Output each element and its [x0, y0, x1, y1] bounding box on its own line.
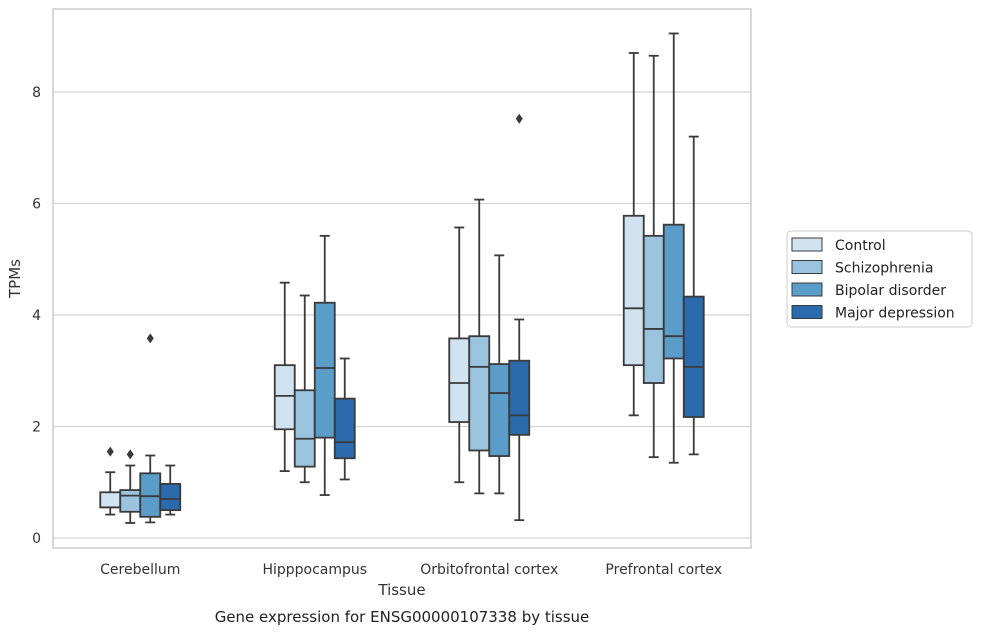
x-tick-label: Hipppocampus	[262, 562, 367, 578]
legend-label: Control	[835, 238, 886, 254]
box-body	[99, 491, 122, 509]
box-0-3	[159, 464, 182, 516]
box-1-2	[313, 234, 336, 496]
box-1-3	[333, 357, 356, 481]
box-3-0	[622, 52, 645, 417]
legend-frame	[786, 230, 973, 328]
box-body	[273, 364, 296, 431]
box-3-3	[682, 135, 705, 456]
box-3-2	[662, 32, 685, 464]
box-body	[508, 359, 531, 436]
legend-label: Schizophrenia	[835, 261, 933, 277]
box-2-3	[508, 113, 531, 522]
x-axis-label: Tissue	[377, 581, 425, 599]
x-tick-label: Prefrontal cortex	[605, 562, 722, 578]
box-body	[642, 234, 665, 384]
legend: Control Schizophrenia Bipolar disorder Majo…	[786, 230, 973, 328]
gridlines	[53, 91, 751, 539]
box-1-0	[273, 281, 296, 473]
box-body	[293, 389, 316, 468]
y-tick-label: 2	[32, 420, 41, 436]
box-body	[313, 301, 336, 439]
legend-swatch	[791, 305, 823, 319]
box-3-1	[642, 54, 665, 459]
plot-area: 0 2 4 6 8 Cerebellum Hipppocampus Orbitofronta…	[32, 8, 752, 578]
box-2-0	[448, 226, 471, 484]
y-axis-label: TPMs	[6, 259, 24, 299]
box-0-1	[119, 449, 142, 524]
box-groups	[99, 32, 705, 524]
legend-label: Major depression	[835, 306, 955, 322]
y-axis-ticks: 0 2 4 6 8	[32, 85, 41, 547]
y-tick-label: 0	[32, 531, 41, 547]
box-2-1	[468, 198, 491, 495]
x-tick-label: Cerebellum	[100, 562, 180, 578]
y-tick-label: 8	[32, 85, 41, 101]
outlier-point	[106, 446, 114, 457]
x-tick-label: Orbitofrontal cortex	[420, 562, 558, 578]
outlier-point	[146, 333, 154, 344]
box-body	[119, 489, 142, 513]
box-body	[682, 295, 705, 418]
legend-swatch	[791, 237, 823, 252]
box-body	[622, 214, 645, 367]
box-0-0	[99, 446, 122, 516]
box-body	[662, 223, 685, 360]
legend-swatch	[791, 260, 823, 274]
legend-swatch	[791, 282, 823, 297]
legend-label: Bipolar disorder	[835, 283, 946, 299]
y-tick-label: 4	[32, 308, 41, 324]
outlier-point	[515, 113, 523, 124]
box-body	[468, 335, 491, 452]
outlier-point	[126, 449, 134, 460]
box-body	[488, 363, 511, 457]
box-body	[448, 337, 471, 423]
box-body	[159, 483, 182, 512]
chart-caption: Gene expression for ENSG00000107338 by t…	[215, 608, 590, 626]
x-axis-ticks: Cerebellum Hipppocampus Orbitofrontal cort…	[100, 562, 722, 578]
box-body	[333, 397, 356, 460]
y-tick-label: 6	[32, 197, 41, 213]
box-body	[139, 472, 162, 518]
